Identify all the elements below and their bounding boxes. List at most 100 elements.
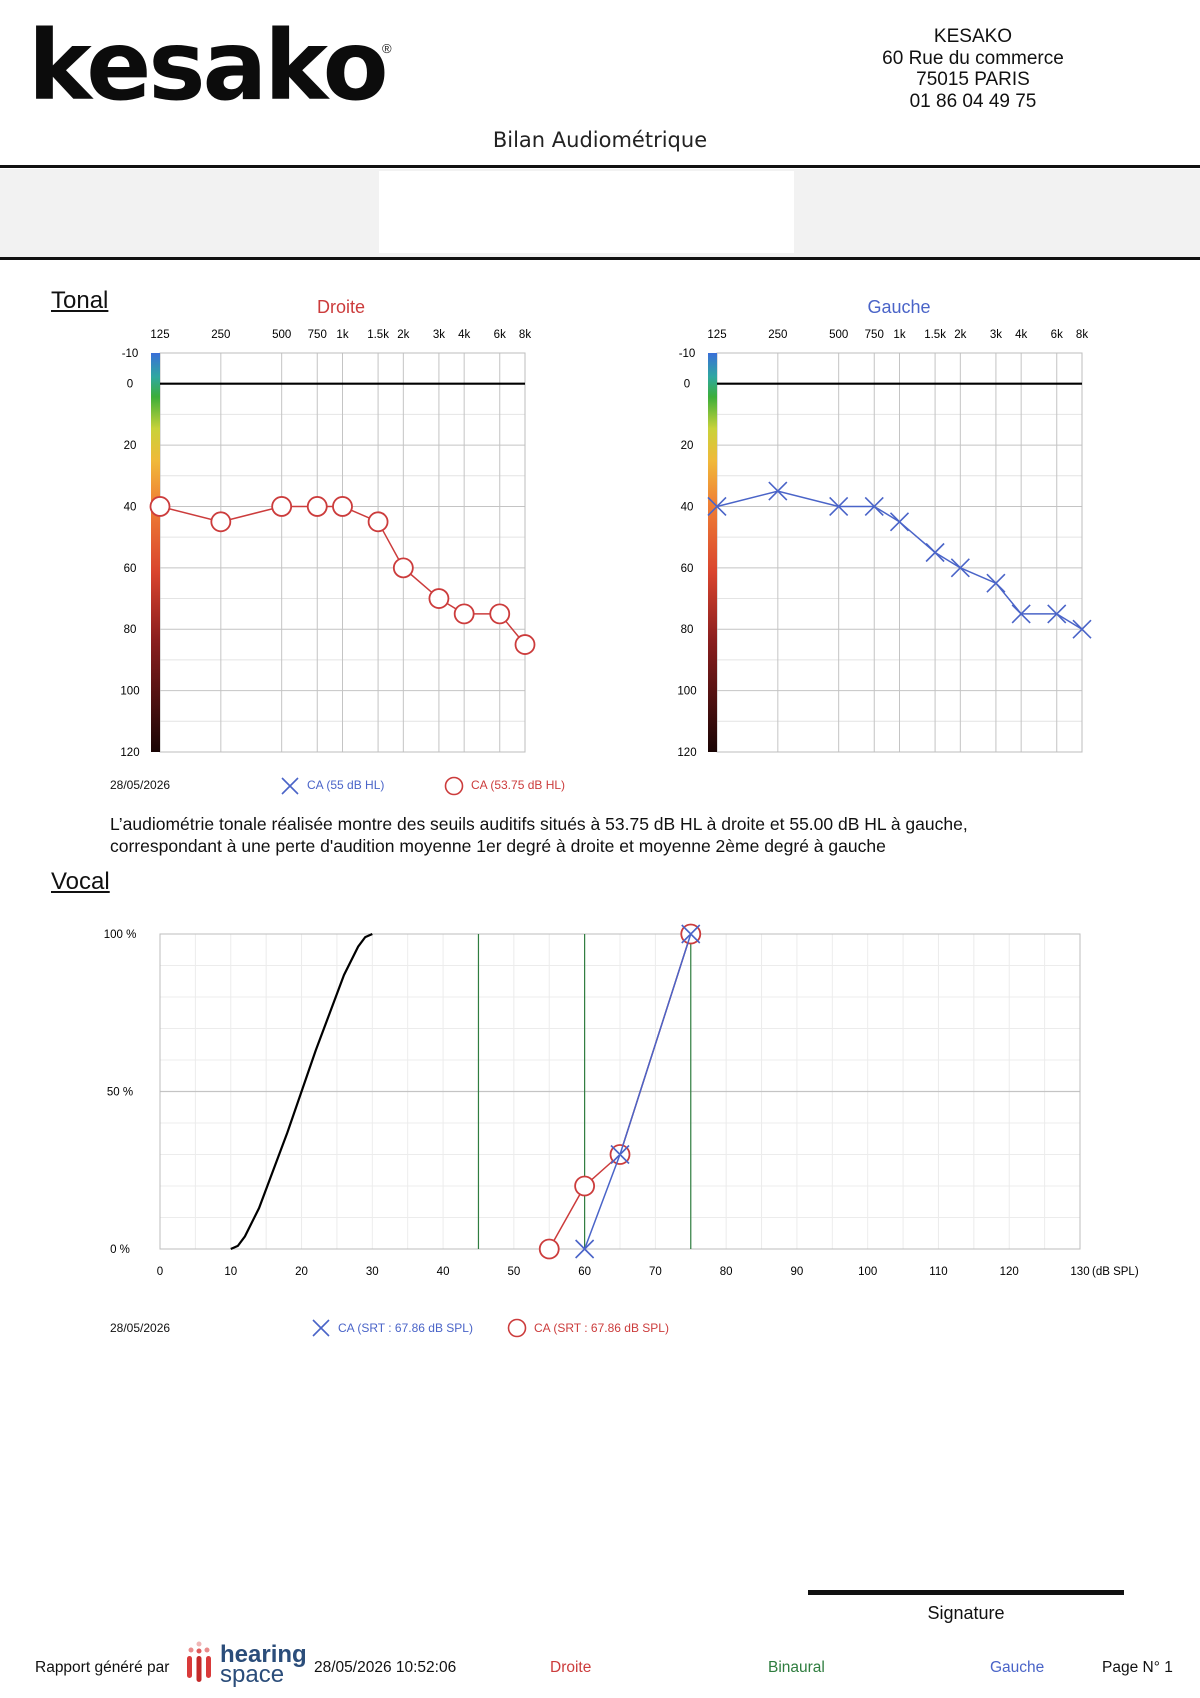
threshold-point-cross xyxy=(950,558,970,578)
x-tick-label: 1k xyxy=(336,329,348,341)
vocal-audiogram: 0 10 20 30 40 50 60 70 80 90 100 110 120 130 (dB SPL) 1… xyxy=(104,923,1139,1278)
threshold-point-circle xyxy=(271,496,293,517)
x-tick-label: 70 xyxy=(649,1266,662,1278)
threshold-point-cross xyxy=(1047,604,1067,624)
y-tick-label: 50 % xyxy=(107,1087,133,1099)
x-tick-label: 0 xyxy=(157,1266,163,1278)
left-ear-legend-icon xyxy=(281,777,299,795)
x-tick-label: 750 xyxy=(308,329,327,341)
threshold-point-circle xyxy=(149,496,171,517)
y-tick-label: 0 % xyxy=(110,1244,130,1256)
vocal-right-legend-icon xyxy=(507,1318,527,1338)
footer-datetime: 28/05/2026 10:52:06 xyxy=(314,1659,457,1676)
x-tick-label: 90 xyxy=(791,1266,804,1278)
x-tick-label: 1k xyxy=(893,329,905,341)
db-color-scale xyxy=(151,353,160,752)
hearing-space-logo-icon xyxy=(187,1641,211,1682)
footer-binaural-label: Binaural xyxy=(768,1659,825,1676)
vocal-legend-left: CA (SRT : 67.86 dB SPL) xyxy=(338,1321,473,1335)
vocal-date: 28/05/2026 xyxy=(110,1321,171,1335)
company-logo: kesako xyxy=(28,18,389,114)
address-street: 60 Rue du commerce xyxy=(882,47,1064,69)
patient-info-box xyxy=(379,171,794,253)
brand-line1: hearing xyxy=(220,1641,307,1668)
x-tick-label: 3k xyxy=(990,329,1002,341)
registered-mark: ® xyxy=(382,41,392,56)
x-tick-label: 10 xyxy=(224,1266,237,1278)
speech-point-circle xyxy=(574,1175,596,1197)
footer-page-number: Page N° 1 xyxy=(1102,1659,1173,1676)
right-ear-audiogram: 125 250 500 750 1k 1.5k 2k 3k 4k 6k 8k -10 0 20 40 60 80… xyxy=(120,329,536,759)
threshold-point-cross xyxy=(889,512,910,532)
y-tick-label: 120 xyxy=(677,747,696,759)
threshold-point-circle xyxy=(332,496,353,517)
vocal-left-legend-icon xyxy=(312,1319,330,1337)
db-color-scale xyxy=(708,353,717,752)
x-tick-label: 4k xyxy=(1015,329,1027,341)
threshold-point-cross xyxy=(925,542,945,563)
threshold-point-cross xyxy=(986,573,1006,593)
tonal-legend-left: CA (55 dB HL) xyxy=(307,778,385,792)
x-tick-label: 6k xyxy=(494,329,506,341)
signature-label: Signature xyxy=(927,1603,1005,1623)
company-name: KESAKO xyxy=(933,26,1013,47)
x-tick-label: 50 xyxy=(507,1266,520,1278)
vocal-chart: 0 10 20 30 40 50 60 70 80 90 100 110 120 130 (dB SPL) 1… xyxy=(104,923,1139,1278)
brand-line2: space xyxy=(220,1661,285,1688)
logo-text: kesako xyxy=(28,10,389,122)
threshold-point-circle xyxy=(306,496,328,517)
y-tick-label: 60 xyxy=(124,563,137,575)
y-tick-label: 120 xyxy=(120,747,139,759)
y-tick-label: 20 xyxy=(124,440,137,452)
address-city: 75015 PARIS xyxy=(916,69,1030,90)
threshold-point-cross xyxy=(829,496,849,517)
speech-point-circle xyxy=(538,1238,560,1260)
x-tick-label: 130 xyxy=(1070,1266,1089,1278)
y-tick-label: -10 xyxy=(679,348,696,360)
y-tick-label: 100 xyxy=(120,686,139,698)
y-tick-label: 0 xyxy=(684,379,690,391)
x-tick-label: 500 xyxy=(272,329,291,341)
x-tick-label: 110 xyxy=(929,1266,947,1278)
tonal-audiograms: 125 250 500 750 1k 1.5k 2k 3k 4k 6k 8k -10 0 20 40 60 80… xyxy=(120,329,1092,759)
threshold-point-cross xyxy=(707,496,727,517)
x-tick-label: 60 xyxy=(578,1266,591,1278)
x-tick-label: 750 xyxy=(865,329,884,341)
company-address: KESAKO 60 Rue du commerce 75015 PARIS 01… xyxy=(860,26,1086,112)
footer-right-label: Droite xyxy=(550,1659,592,1676)
footer-left-label: Gauche xyxy=(990,1659,1045,1676)
x-tick-label: 8k xyxy=(1076,329,1088,341)
x-tick-label: 6k xyxy=(1051,329,1063,341)
speech-point-cross xyxy=(575,1239,595,1259)
band-divider xyxy=(0,257,1200,260)
x-tick-label: 2k xyxy=(397,329,409,341)
threshold-point-cross xyxy=(768,481,788,501)
company-phone: 01 86 04 49 75 xyxy=(909,90,1037,112)
x-tick-label: 125 xyxy=(707,329,726,341)
speech-point-cross xyxy=(681,924,701,944)
footer-generated-by: Rapport généré par xyxy=(35,1659,170,1676)
threshold-point-cross xyxy=(1011,604,1031,624)
y-tick-label: 100 % xyxy=(104,929,137,941)
threshold-point-circle xyxy=(489,603,511,625)
header-divider xyxy=(0,165,1200,168)
x-tick-label: 20 xyxy=(295,1266,308,1278)
tonal-summary-line1: L’audiométrie tonale réalisée montre des… xyxy=(110,814,968,834)
y-tick-label: 80 xyxy=(124,624,137,636)
x-tick-label: 125 xyxy=(150,329,169,341)
y-tick-label: 60 xyxy=(681,563,694,575)
threshold-point-circle xyxy=(453,603,475,625)
x-tick-label: 100 xyxy=(858,1266,877,1278)
x-tick-label: 30 xyxy=(366,1266,379,1278)
threshold-point-circle xyxy=(210,511,232,533)
report-title: Bilan Audiométrique xyxy=(492,128,708,152)
y-tick-label: 100 xyxy=(677,686,696,698)
threshold-point-cross xyxy=(1072,619,1092,639)
right-ear-title: Droite xyxy=(316,297,365,317)
threshold-point-circle xyxy=(367,511,389,533)
tonal-summary: L’audiométrie tonale réalisée montre des… xyxy=(110,813,1110,857)
x-tick-label: 500 xyxy=(829,329,848,341)
x-unit-label: (dB SPL) xyxy=(1092,1266,1139,1278)
plot-frame xyxy=(159,933,1081,1250)
x-tick-label: 8k xyxy=(519,329,531,341)
